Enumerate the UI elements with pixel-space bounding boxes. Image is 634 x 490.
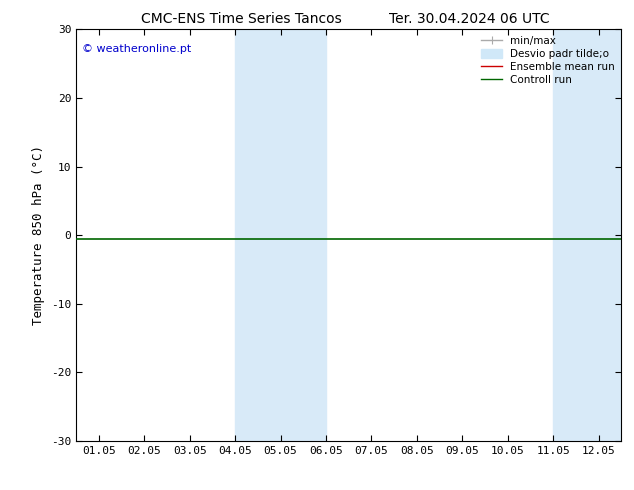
Text: © weatheronline.pt: © weatheronline.pt bbox=[82, 44, 191, 54]
Legend: min/max, Desvio padr tilde;o, Ensemble mean run, Controll run: min/max, Desvio padr tilde;o, Ensemble m… bbox=[477, 31, 619, 89]
Text: Ter. 30.04.2024 06 UTC: Ter. 30.04.2024 06 UTC bbox=[389, 12, 550, 26]
Bar bbox=[553, 29, 621, 441]
Text: CMC-ENS Time Series Tancos: CMC-ENS Time Series Tancos bbox=[141, 12, 341, 26]
Y-axis label: Temperature 850 hPa (°C): Temperature 850 hPa (°C) bbox=[32, 145, 46, 325]
Bar bbox=[235, 29, 326, 441]
